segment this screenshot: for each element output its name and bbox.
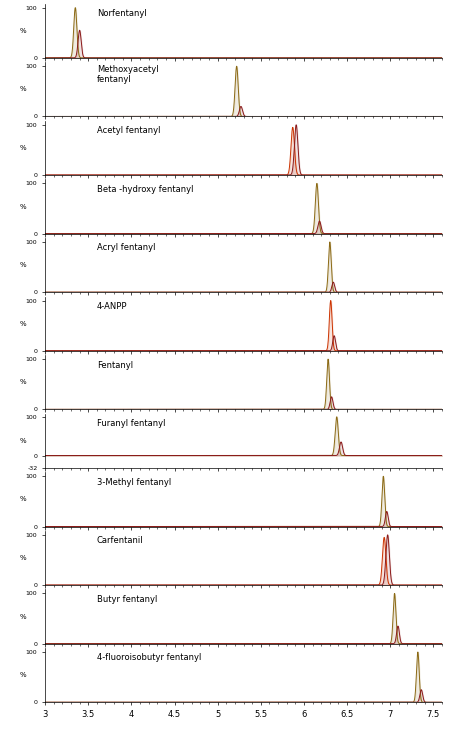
Y-axis label: %: % [20, 380, 26, 385]
Y-axis label: %: % [20, 320, 26, 326]
Y-axis label: %: % [20, 145, 26, 151]
Text: 4-ANPP: 4-ANPP [97, 302, 127, 311]
Y-axis label: %: % [20, 555, 26, 561]
Y-axis label: %: % [20, 28, 26, 34]
Text: 4-fluoroisobutyr fentanyl: 4-fluoroisobutyr fentanyl [97, 653, 201, 662]
Y-axis label: %: % [20, 672, 26, 678]
Y-axis label: %: % [20, 262, 26, 268]
Text: Furanyl fentanyl: Furanyl fentanyl [97, 419, 165, 428]
Text: Acetyl fentanyl: Acetyl fentanyl [97, 126, 160, 135]
Text: Methoxyacetyl
fentanyl: Methoxyacetyl fentanyl [97, 65, 158, 85]
Y-axis label: %: % [20, 438, 26, 444]
Text: Butyr fentanyl: Butyr fentanyl [97, 595, 157, 604]
Text: Beta -hydroxy fentanyl: Beta -hydroxy fentanyl [97, 185, 193, 193]
Text: Norfentanyl: Norfentanyl [97, 9, 147, 18]
Y-axis label: %: % [20, 86, 26, 93]
Text: Acryl fentanyl: Acryl fentanyl [97, 243, 155, 253]
Text: Carfentanil: Carfentanil [97, 537, 143, 545]
Y-axis label: %: % [20, 204, 26, 210]
Text: 3-Methyl fentanyl: 3-Methyl fentanyl [97, 477, 171, 487]
Text: Fentanyl: Fentanyl [97, 361, 133, 369]
Y-axis label: %: % [20, 613, 26, 620]
Y-axis label: %: % [20, 496, 26, 502]
